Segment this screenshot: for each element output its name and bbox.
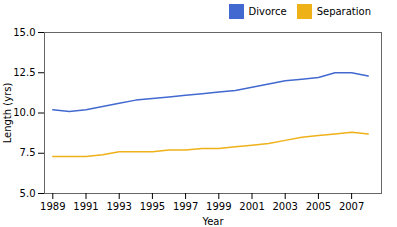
svg-text:1993: 1993	[106, 201, 131, 212]
svg-text:1997: 1997	[173, 201, 198, 212]
svg-text:Year: Year	[201, 216, 224, 227]
svg-text:10.0: 10.0	[13, 107, 35, 118]
svg-text:5.0: 5.0	[20, 188, 36, 199]
svg-text:Length (yrs): Length (yrs)	[2, 83, 13, 144]
svg-text:1995: 1995	[140, 201, 165, 212]
svg-text:2001: 2001	[239, 201, 264, 212]
svg-text:2005: 2005	[306, 201, 331, 212]
svg-text:2003: 2003	[272, 201, 297, 212]
svg-text:2007: 2007	[339, 201, 364, 212]
svg-text:7.5: 7.5	[20, 147, 36, 158]
svg-text:1989: 1989	[40, 201, 65, 212]
svg-text:1999: 1999	[206, 201, 231, 212]
html-text:Separation: Separation	[316, 5, 371, 17]
html-text:Divorce: Divorce	[248, 5, 287, 17]
svg-text:12.5: 12.5	[13, 67, 35, 78]
svg-text:15.0: 15.0	[13, 27, 35, 38]
svg-text:1991: 1991	[73, 201, 98, 212]
